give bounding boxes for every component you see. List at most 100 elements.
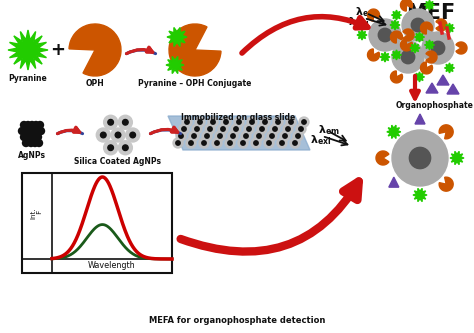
Circle shape xyxy=(108,120,113,125)
Circle shape xyxy=(35,134,42,141)
Bar xyxy=(22,173,172,273)
Wedge shape xyxy=(391,31,402,43)
Text: MEFA for organophosphate detection: MEFA for organophosphate detection xyxy=(149,316,325,325)
Circle shape xyxy=(283,124,293,134)
Circle shape xyxy=(208,117,218,127)
Wedge shape xyxy=(436,19,447,31)
Circle shape xyxy=(422,32,454,64)
Polygon shape xyxy=(414,72,425,82)
FancyArrowPatch shape xyxy=(181,181,359,252)
Circle shape xyxy=(231,134,235,138)
Circle shape xyxy=(198,120,202,124)
Circle shape xyxy=(257,124,267,134)
Polygon shape xyxy=(168,116,310,150)
Polygon shape xyxy=(425,0,435,10)
Circle shape xyxy=(286,117,296,127)
FancyArrowPatch shape xyxy=(242,17,368,53)
Circle shape xyxy=(182,117,192,127)
Wedge shape xyxy=(403,29,414,41)
Circle shape xyxy=(31,140,38,147)
Circle shape xyxy=(270,134,274,138)
Text: MEF: MEF xyxy=(406,3,455,23)
Polygon shape xyxy=(425,40,435,50)
Circle shape xyxy=(231,124,241,134)
Wedge shape xyxy=(426,51,437,63)
Polygon shape xyxy=(166,56,184,74)
Polygon shape xyxy=(445,63,455,73)
Circle shape xyxy=(179,124,189,134)
Wedge shape xyxy=(367,9,380,21)
Polygon shape xyxy=(445,23,455,33)
Circle shape xyxy=(195,127,199,131)
Wedge shape xyxy=(367,49,380,61)
Polygon shape xyxy=(392,50,401,60)
Circle shape xyxy=(28,122,36,129)
Text: Wavelength: Wavelength xyxy=(88,261,136,270)
Wedge shape xyxy=(420,62,432,74)
Circle shape xyxy=(267,131,277,141)
Text: $\mathbf{\lambda_{em}}$: $\mathbf{\lambda_{em}}$ xyxy=(318,123,340,137)
Circle shape xyxy=(211,120,215,124)
Circle shape xyxy=(199,138,209,148)
Polygon shape xyxy=(357,30,367,40)
Circle shape xyxy=(251,138,261,148)
Circle shape xyxy=(247,117,257,127)
Wedge shape xyxy=(456,42,467,54)
Polygon shape xyxy=(8,30,48,70)
Text: $\mathbf{\lambda_{exi}}$: $\mathbf{\lambda_{exi}}$ xyxy=(310,133,331,147)
Text: AgNPs: AgNPs xyxy=(18,151,46,160)
Circle shape xyxy=(234,117,244,127)
Circle shape xyxy=(192,134,196,138)
Circle shape xyxy=(277,138,287,148)
Text: Silica Coated AgNPs: Silica Coated AgNPs xyxy=(74,157,162,166)
FancyArrowPatch shape xyxy=(127,47,153,54)
Circle shape xyxy=(402,9,434,41)
Circle shape xyxy=(264,138,274,148)
Circle shape xyxy=(401,50,415,64)
Circle shape xyxy=(123,120,128,125)
Wedge shape xyxy=(401,0,412,11)
Circle shape xyxy=(299,127,303,131)
Circle shape xyxy=(37,128,45,135)
Circle shape xyxy=(276,120,280,124)
Circle shape xyxy=(123,145,128,151)
Wedge shape xyxy=(439,177,453,191)
Circle shape xyxy=(182,127,186,131)
Circle shape xyxy=(431,41,445,55)
Circle shape xyxy=(96,128,110,142)
Circle shape xyxy=(289,120,293,124)
Polygon shape xyxy=(167,28,187,47)
Circle shape xyxy=(130,132,136,138)
Circle shape xyxy=(280,141,284,145)
Circle shape xyxy=(299,117,309,127)
Circle shape xyxy=(195,117,205,127)
Circle shape xyxy=(221,127,225,131)
Circle shape xyxy=(228,141,232,145)
Circle shape xyxy=(286,127,290,131)
Circle shape xyxy=(173,138,183,148)
Wedge shape xyxy=(420,22,432,34)
FancyArrowPatch shape xyxy=(150,127,178,134)
Circle shape xyxy=(250,120,254,124)
Circle shape xyxy=(36,122,44,129)
Text: OPH: OPH xyxy=(86,79,104,88)
Circle shape xyxy=(410,148,431,168)
Circle shape xyxy=(115,132,121,138)
Polygon shape xyxy=(389,177,399,187)
Circle shape xyxy=(263,120,267,124)
Circle shape xyxy=(104,115,118,129)
Circle shape xyxy=(237,120,241,124)
Polygon shape xyxy=(392,10,401,20)
FancyArrowPatch shape xyxy=(127,50,155,54)
Circle shape xyxy=(24,128,30,135)
Circle shape xyxy=(28,128,36,135)
Polygon shape xyxy=(414,32,425,42)
Circle shape xyxy=(302,120,306,124)
Circle shape xyxy=(118,115,132,129)
Circle shape xyxy=(257,134,261,138)
Wedge shape xyxy=(391,71,402,83)
Text: +: + xyxy=(51,41,65,59)
Polygon shape xyxy=(415,114,425,124)
Circle shape xyxy=(260,117,270,127)
Circle shape xyxy=(244,134,248,138)
